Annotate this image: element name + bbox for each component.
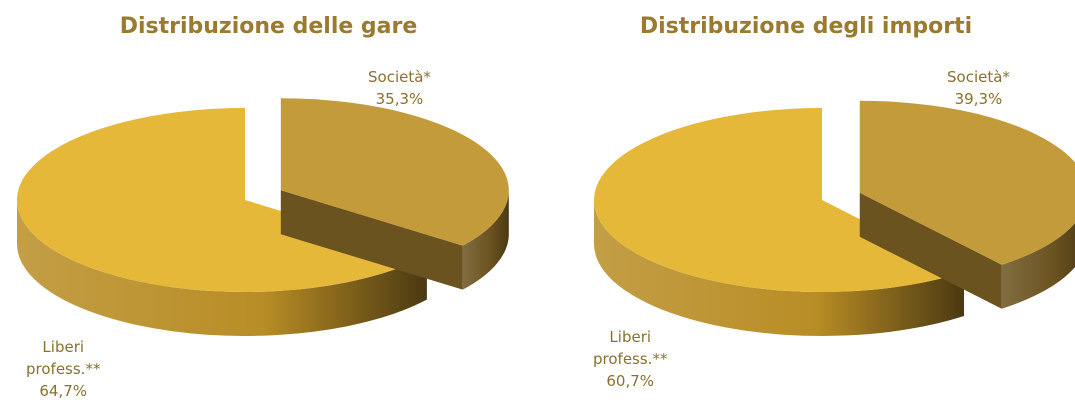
slice-societa-side: [462, 190, 509, 290]
slice-societa-side: [1001, 223, 1075, 309]
label-societa-name: Società*: [947, 68, 1010, 86]
label-societa: Società* 39,3%: [947, 66, 1010, 110]
slice-liberi-top: [593, 108, 964, 293]
chart-title: Distribuzione degli importi: [639, 14, 973, 39]
label-liberi-line1: Liberi: [42, 338, 85, 356]
chart-title: Distribuzione delle gare: [119, 14, 418, 39]
chart-gare: Distribuzione delle gare Società* 35,3% …: [0, 0, 537, 412]
slice-liberi: [593, 108, 964, 336]
slice-societa-top: [859, 100, 1075, 265]
pie-chart-gare: [16, 98, 509, 336]
label-liberi-value: 60,7%: [606, 372, 655, 390]
slice-societa-cut: [859, 192, 1002, 309]
slice-liberi-side: [17, 200, 427, 336]
chart-importi: Distribuzione degli importi Società* 39,…: [537, 0, 1075, 412]
slice-societa-cut: [280, 190, 463, 290]
label-societa-name: Società*: [368, 68, 431, 86]
slice-societa-top: [280, 98, 509, 246]
label-liberi-line1: Liberi: [609, 328, 652, 346]
label-liberi-line2: profess.**: [26, 360, 101, 378]
slice-societa: [859, 100, 1075, 309]
label-liberi-value: 64,7%: [39, 382, 88, 400]
pie-chart-importi: [593, 100, 1075, 336]
label-liberi: Liberi profess.** 60,7%: [593, 326, 667, 392]
slice-societa: [280, 98, 509, 290]
label-societa-value: 35,3%: [375, 90, 424, 108]
label-societa-value: 39,3%: [954, 90, 1003, 108]
slice-liberi-side: [594, 200, 964, 336]
label-liberi: Liberi profess.** 64,7%: [26, 336, 100, 402]
label-liberi-line2: profess.**: [593, 350, 668, 368]
label-societa: Società* 35,3%: [368, 66, 431, 110]
